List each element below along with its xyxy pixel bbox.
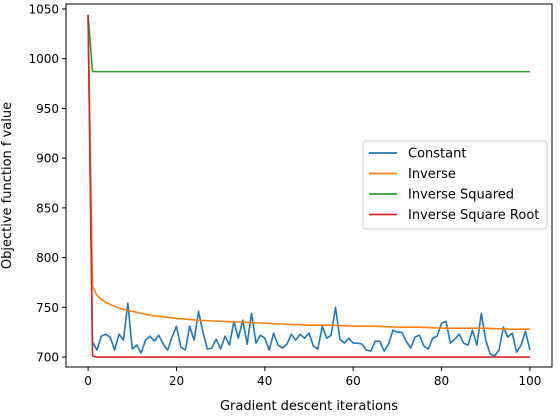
legend: Constant Inverse Inverse Squared Inverse Sq… — [362, 140, 548, 230]
legend-label: Inverse — [408, 167, 456, 182]
y-tick-label: 1000 — [28, 52, 59, 66]
legend-label: Inverse Square Root — [408, 208, 539, 223]
series-line-3 — [87, 14, 530, 358]
series-line-0 — [87, 14, 531, 357]
x-tick-label: 80 — [434, 374, 449, 388]
x-tick-label: 20 — [169, 374, 184, 388]
series-layer — [87, 14, 531, 358]
x-axis-label: Gradient descent iterations — [220, 399, 398, 412]
legend-items: Constant Inverse Inverse Squared Inverse Sq… — [369, 147, 539, 223]
series-line-1 — [87, 14, 530, 331]
legend-box — [362, 140, 548, 230]
x-tick-label: 40 — [257, 374, 272, 388]
legend-label: Inverse Squared — [408, 188, 514, 203]
y-tick-label: 950 — [36, 102, 59, 116]
y-tick-label: 1050 — [28, 2, 59, 16]
y-axis-ticks: 700 750 800 850 900 950 1000 1050 — [28, 2, 66, 365]
x-axis-ticks: 0 20 40 60 80 100 — [84, 367, 541, 388]
x-tick-label: 60 — [346, 374, 361, 388]
legend-label: Constant — [408, 147, 466, 162]
y-axis-label: Objective function f value — [0, 102, 15, 269]
x-tick-label: 0 — [84, 374, 92, 388]
plot-frame — [65, 3, 553, 368]
y-tick-label: 700 — [36, 351, 59, 365]
y-tick-label: 850 — [36, 201, 59, 215]
y-tick-label: 750 — [36, 301, 59, 315]
x-tick-label: 100 — [518, 374, 541, 388]
y-tick-label: 800 — [36, 251, 59, 265]
series-line-2 — [87, 14, 530, 73]
y-tick-label: 900 — [36, 152, 59, 166]
